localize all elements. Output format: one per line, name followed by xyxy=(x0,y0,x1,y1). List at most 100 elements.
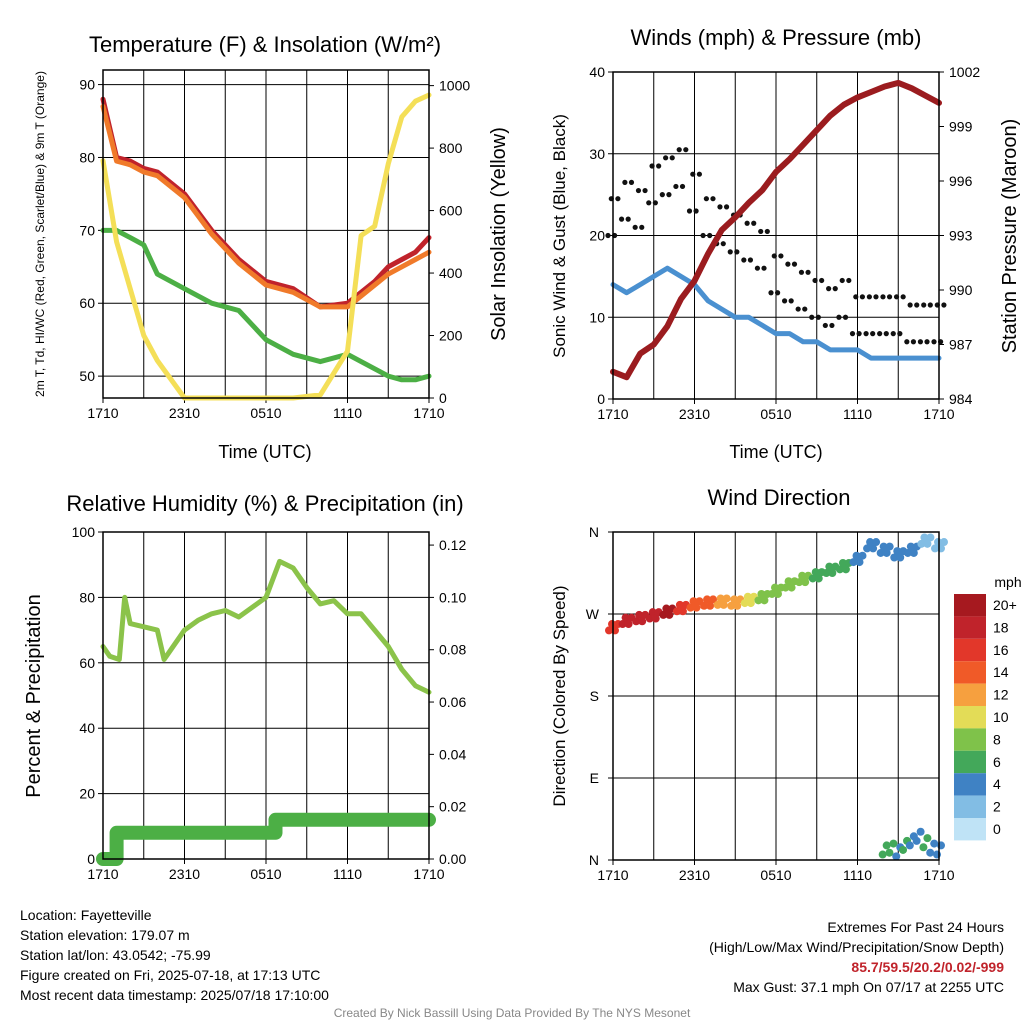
x-tick-label: 1110 xyxy=(843,867,872,883)
direction-point xyxy=(618,620,627,629)
gust-point xyxy=(717,204,723,210)
gust-point xyxy=(880,294,886,300)
direction-point xyxy=(811,568,820,577)
direction-point xyxy=(916,827,925,836)
y-tick-label: 30 xyxy=(589,146,605,162)
y-tick-label: 40 xyxy=(589,64,605,80)
y-tick-label: 40 xyxy=(79,720,95,736)
y-tick-label: 0 xyxy=(87,851,95,867)
gust-point xyxy=(761,265,767,271)
y-tick-label-right: 1000 xyxy=(439,78,470,94)
x-tick-label: 2310 xyxy=(169,405,200,421)
direction-point xyxy=(651,614,660,623)
gust-point xyxy=(775,290,781,296)
gust-point xyxy=(625,216,631,222)
direction-point xyxy=(838,558,847,567)
gust-point xyxy=(710,196,716,202)
y-tick-label: 70 xyxy=(79,222,95,238)
direction-point xyxy=(876,548,885,557)
rh-line xyxy=(100,558,432,695)
direction-point xyxy=(703,595,712,604)
y-tick-label: 20 xyxy=(589,228,605,244)
gust-point xyxy=(666,192,672,198)
legend-swatch xyxy=(954,661,986,684)
gust-point xyxy=(764,228,770,235)
direction-point xyxy=(855,558,864,567)
gust-point xyxy=(635,187,642,194)
gust-point xyxy=(659,192,665,198)
legend-label: 16 xyxy=(993,642,1009,658)
legend-label: 10 xyxy=(993,709,1009,725)
direction-point xyxy=(892,852,901,861)
panel-3 xyxy=(96,531,436,866)
gust-point xyxy=(795,306,801,312)
direction-point xyxy=(825,562,834,571)
x-tick-label: 0510 xyxy=(760,867,791,883)
y-tick-label-right: 999 xyxy=(949,119,973,135)
x-tick-label: 0510 xyxy=(250,866,281,882)
gust-point xyxy=(853,294,859,300)
gust-point xyxy=(941,302,947,308)
gust-point xyxy=(703,196,709,202)
direction-point xyxy=(866,538,875,547)
gust-point xyxy=(669,155,675,161)
y-tick-label: 20 xyxy=(79,786,95,802)
x-tick-label: 2310 xyxy=(679,867,710,883)
gust-point xyxy=(822,322,828,329)
y-tick-label-right: 800 xyxy=(439,140,463,156)
plot-frame xyxy=(612,531,940,861)
direction-point xyxy=(781,583,790,592)
legend-swatch xyxy=(954,728,986,751)
gust-point xyxy=(859,294,866,300)
x-tick-label: 0510 xyxy=(760,406,791,422)
gust-point xyxy=(676,147,682,153)
gust-point xyxy=(646,200,652,206)
gust-point xyxy=(744,220,750,226)
y-tick-label: 60 xyxy=(79,295,95,311)
direction-point xyxy=(814,574,823,583)
elevation-text: Station elevation: 179.07 m xyxy=(20,927,190,943)
gust-point xyxy=(642,187,648,194)
gust-point xyxy=(900,294,906,300)
y-tick-label: S xyxy=(590,688,599,704)
direction-point xyxy=(882,548,891,557)
direction-point xyxy=(869,544,878,553)
legend-swatch xyxy=(954,706,986,729)
wind-line xyxy=(610,265,942,361)
direction-point xyxy=(771,583,779,592)
direction-point xyxy=(828,569,837,577)
gust-point xyxy=(628,179,635,185)
gust-point xyxy=(652,200,658,206)
legend-label: 20+ xyxy=(993,597,1017,613)
direction-point xyxy=(931,544,939,553)
gust-point xyxy=(720,241,726,247)
gust-point xyxy=(812,277,818,284)
y-tick-label-right: 0.12 xyxy=(439,537,466,553)
gust-point xyxy=(747,257,754,263)
direction-point xyxy=(917,539,926,548)
direction-point xyxy=(746,599,755,608)
gust-point xyxy=(791,261,798,267)
direction-point xyxy=(798,571,807,580)
panel-4 xyxy=(605,531,986,865)
gust-point xyxy=(788,298,794,304)
gust-point xyxy=(805,269,811,275)
gust-point xyxy=(856,331,862,337)
gust-point xyxy=(707,232,713,239)
direction-point xyxy=(713,600,722,609)
direction-point xyxy=(930,839,939,848)
y-tick-label-right: 987 xyxy=(949,337,973,353)
x-tick-label: 1110 xyxy=(333,866,362,882)
direction-point xyxy=(909,548,918,557)
y-tick-label-right: 0.10 xyxy=(439,589,466,605)
gust-point xyxy=(615,196,621,202)
location-text: Location: Fayetteville xyxy=(20,907,152,923)
direction-point xyxy=(754,596,763,605)
direction-point xyxy=(903,548,912,557)
gust-point xyxy=(768,290,774,296)
panel-title: Temperature (F) & Insolation (W/m²) xyxy=(89,32,441,57)
direction-point xyxy=(893,547,902,556)
gust-point xyxy=(873,294,879,300)
legend-label: 18 xyxy=(993,619,1009,635)
legend-swatch xyxy=(954,818,986,841)
